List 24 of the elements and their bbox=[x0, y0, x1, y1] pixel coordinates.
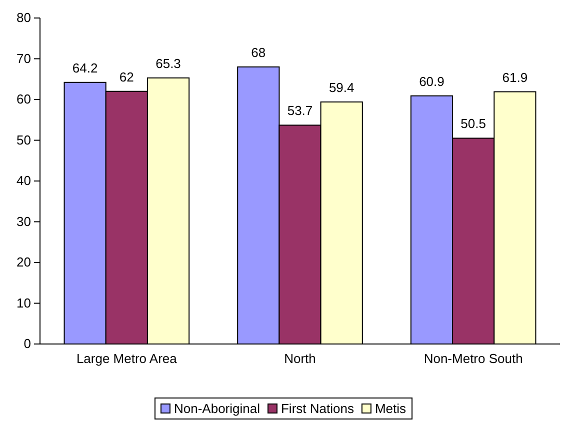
legend-label: Non-Aboriginal bbox=[174, 401, 260, 416]
data-label: 64.2 bbox=[72, 60, 98, 76]
y-tick-label: 50 bbox=[16, 132, 31, 148]
data-label: 59.4 bbox=[328, 80, 354, 95]
legend-label: First Nations bbox=[280, 401, 354, 416]
data-label: 61.9 bbox=[502, 70, 528, 85]
y-tick-label: 20 bbox=[16, 254, 31, 270]
y-tick-label: 10 bbox=[16, 295, 31, 310]
y-tick-label: 40 bbox=[16, 173, 31, 188]
data-label: 65.3 bbox=[156, 56, 181, 71]
y-tick-label: 80 bbox=[16, 10, 31, 26]
y-tick-label: 30 bbox=[16, 214, 31, 229]
x-tick-label: North bbox=[284, 351, 316, 366]
data-label: 62 bbox=[119, 69, 134, 84]
x-tick-label: Non-Metro South bbox=[424, 351, 523, 366]
y-tick-label: 60 bbox=[16, 92, 31, 107]
y-tick-label: 0 bbox=[24, 336, 31, 352]
data-label: 68 bbox=[251, 44, 266, 60]
data-label: 53.7 bbox=[287, 103, 313, 118]
x-tick-label: Large Metro Area bbox=[76, 351, 178, 366]
data-label: 50.5 bbox=[460, 116, 486, 132]
legend-label: Metis bbox=[374, 401, 407, 416]
data-label: 60.9 bbox=[419, 74, 444, 89]
y-tick-label: 70 bbox=[16, 50, 31, 66]
